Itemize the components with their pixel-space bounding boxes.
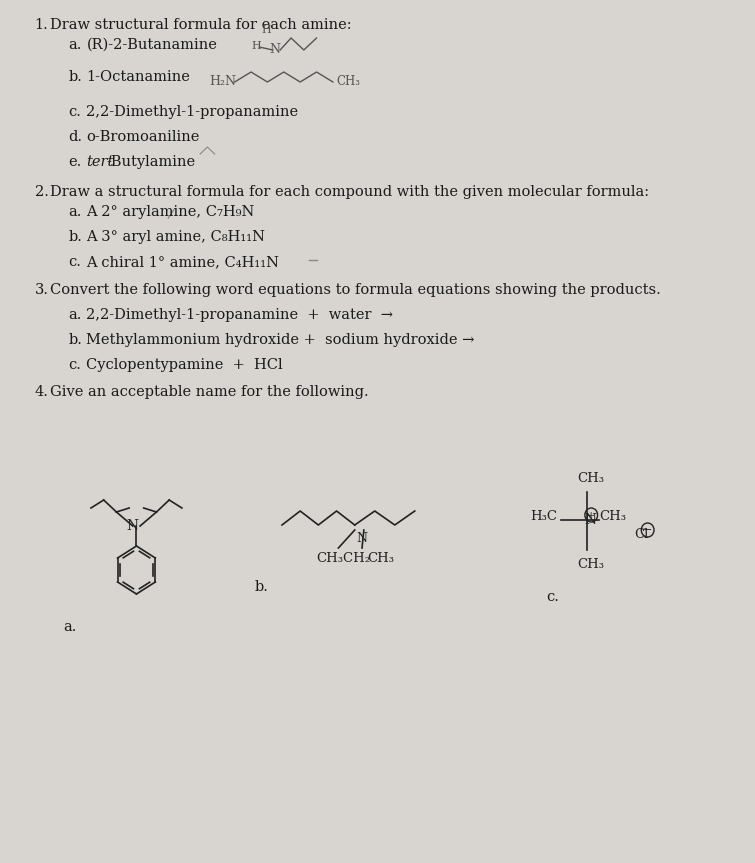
Text: a.: a. bbox=[63, 620, 77, 634]
Text: tert: tert bbox=[86, 155, 114, 169]
Text: 3.: 3. bbox=[35, 283, 48, 297]
Text: b.: b. bbox=[68, 230, 82, 244]
Text: -Butylamine: -Butylamine bbox=[106, 155, 196, 169]
Text: a.: a. bbox=[68, 308, 82, 322]
Text: N: N bbox=[127, 519, 139, 533]
Text: o-Bromoaniline: o-Bromoaniline bbox=[86, 130, 200, 144]
Text: c.: c. bbox=[68, 255, 81, 269]
Text: Cyclopentypamine  +  HCl: Cyclopentypamine + HCl bbox=[86, 358, 283, 372]
Text: H: H bbox=[251, 41, 261, 51]
Text: 1.: 1. bbox=[35, 18, 48, 32]
Text: Draw structural formula for each amine:: Draw structural formula for each amine: bbox=[50, 18, 352, 32]
Text: H₃C: H₃C bbox=[530, 509, 557, 522]
Text: H₂N: H₂N bbox=[209, 75, 236, 89]
Text: A 3° aryl amine, C₈H₁₁N: A 3° aryl amine, C₈H₁₁N bbox=[86, 230, 266, 244]
Text: A chiral 1° amine, C₄H₁₁N: A chiral 1° amine, C₄H₁₁N bbox=[86, 255, 279, 269]
Text: Convert the following word equations to formula equations showing the products.: Convert the following word equations to … bbox=[50, 283, 661, 297]
Text: b.: b. bbox=[68, 333, 82, 347]
Text: CH₃: CH₃ bbox=[337, 75, 361, 89]
Text: 4.: 4. bbox=[35, 385, 48, 399]
Text: 1-Octanamine: 1-Octanamine bbox=[86, 70, 190, 84]
Text: Give an acceptable name for the following.: Give an acceptable name for the followin… bbox=[50, 385, 368, 399]
Text: A 2° arylamine, C₇H₉N: A 2° arylamine, C₇H₉N bbox=[86, 205, 254, 219]
Text: Cl: Cl bbox=[634, 528, 649, 541]
Text: CH₃CH₂: CH₃CH₂ bbox=[316, 551, 371, 564]
Text: d.: d. bbox=[68, 130, 82, 144]
Text: 2,2-Dimethyl-1-propanamine  +  water  →: 2,2-Dimethyl-1-propanamine + water → bbox=[86, 308, 393, 322]
Text: CH₃: CH₃ bbox=[578, 558, 605, 571]
Text: 2.: 2. bbox=[35, 185, 48, 199]
Text: N: N bbox=[584, 513, 596, 527]
Text: H: H bbox=[262, 25, 271, 35]
Text: b.: b. bbox=[254, 580, 269, 594]
Text: c.: c. bbox=[68, 358, 81, 372]
Text: CH₃: CH₃ bbox=[368, 551, 394, 564]
Text: N: N bbox=[356, 532, 368, 545]
Text: −: − bbox=[643, 525, 652, 535]
Text: Draw a structural formula for each compound with the given molecular formula:: Draw a structural formula for each compo… bbox=[50, 185, 649, 199]
Text: a.: a. bbox=[68, 38, 82, 52]
Text: e.: e. bbox=[68, 155, 82, 169]
Text: b.: b. bbox=[68, 70, 82, 84]
Text: Methylammonium hydroxide +  sodium hydroxide →: Methylammonium hydroxide + sodium hydrox… bbox=[86, 333, 475, 347]
Text: CH₃: CH₃ bbox=[578, 471, 605, 484]
Text: c.: c. bbox=[546, 590, 559, 604]
Text: +: + bbox=[587, 511, 596, 520]
Text: CH₃: CH₃ bbox=[599, 509, 627, 522]
Text: N: N bbox=[270, 43, 280, 56]
Text: c.: c. bbox=[68, 105, 81, 119]
Text: a.: a. bbox=[68, 205, 82, 219]
Text: (R)-2-Butanamine: (R)-2-Butanamine bbox=[86, 38, 217, 52]
Text: 2,2-Dimethyl-1-propanamine: 2,2-Dimethyl-1-propanamine bbox=[86, 105, 298, 119]
